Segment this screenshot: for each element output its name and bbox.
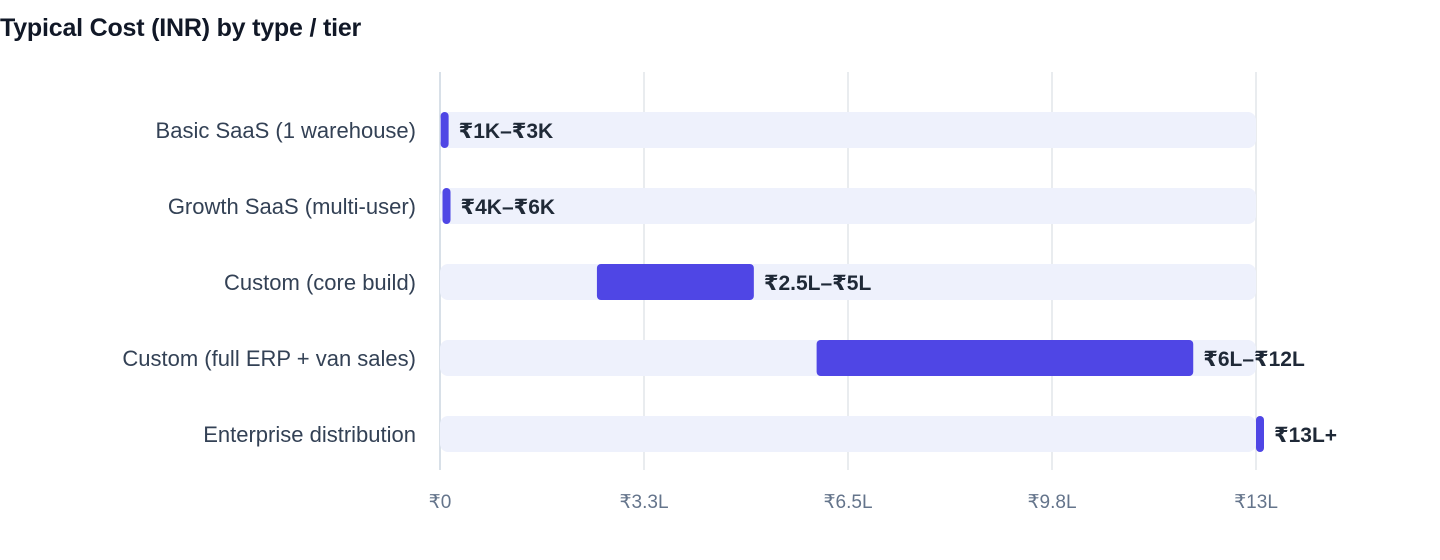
range-bar bbox=[440, 112, 449, 148]
range-bars bbox=[440, 112, 1264, 452]
range-bar bbox=[816, 340, 1194, 376]
bar-track bbox=[440, 188, 1256, 224]
range-value-label: ₹4K–₹6K bbox=[461, 196, 556, 219]
range-bar bbox=[596, 264, 754, 300]
range-value-label: ₹13L+ bbox=[1274, 424, 1337, 447]
category-label: Custom (core build) bbox=[224, 270, 416, 295]
range-value-label: ₹2.5L–₹5L bbox=[764, 272, 872, 295]
range-value-label: ₹1K–₹3K bbox=[459, 120, 554, 143]
x-tick-label: ₹3.3L bbox=[619, 492, 668, 513]
x-tick-label: ₹9.8L bbox=[1027, 492, 1076, 513]
value-labels: ₹1K–₹3K ₹4K–₹6K ₹2.5L–₹5L ₹6L–₹12L ₹13L+ bbox=[459, 120, 1337, 447]
category-label: Custom (full ERP + van sales) bbox=[122, 346, 416, 371]
category-label: Growth SaaS (multi-user) bbox=[168, 194, 416, 219]
range-bar bbox=[1256, 416, 1264, 452]
x-tick-label: ₹6.5L bbox=[823, 492, 872, 513]
range-value-label: ₹6L–₹12L bbox=[1203, 348, 1305, 371]
category-label: Basic SaaS (1 warehouse) bbox=[156, 118, 416, 143]
category-labels: Basic SaaS (1 warehouse) Growth SaaS (mul… bbox=[122, 118, 416, 447]
chart-title: Typical Cost (INR) by type / tier bbox=[0, 14, 362, 42]
bar-track bbox=[440, 112, 1256, 148]
x-tick-label: ₹0 bbox=[429, 492, 452, 513]
x-axis-ticks: ₹0 ₹3.3L ₹6.5L ₹9.8L ₹13L bbox=[429, 492, 1278, 513]
category-label: Enterprise distribution bbox=[203, 422, 416, 447]
range-bar bbox=[442, 188, 451, 224]
bar-track bbox=[440, 416, 1256, 452]
x-tick-label: ₹13L bbox=[1234, 492, 1278, 513]
